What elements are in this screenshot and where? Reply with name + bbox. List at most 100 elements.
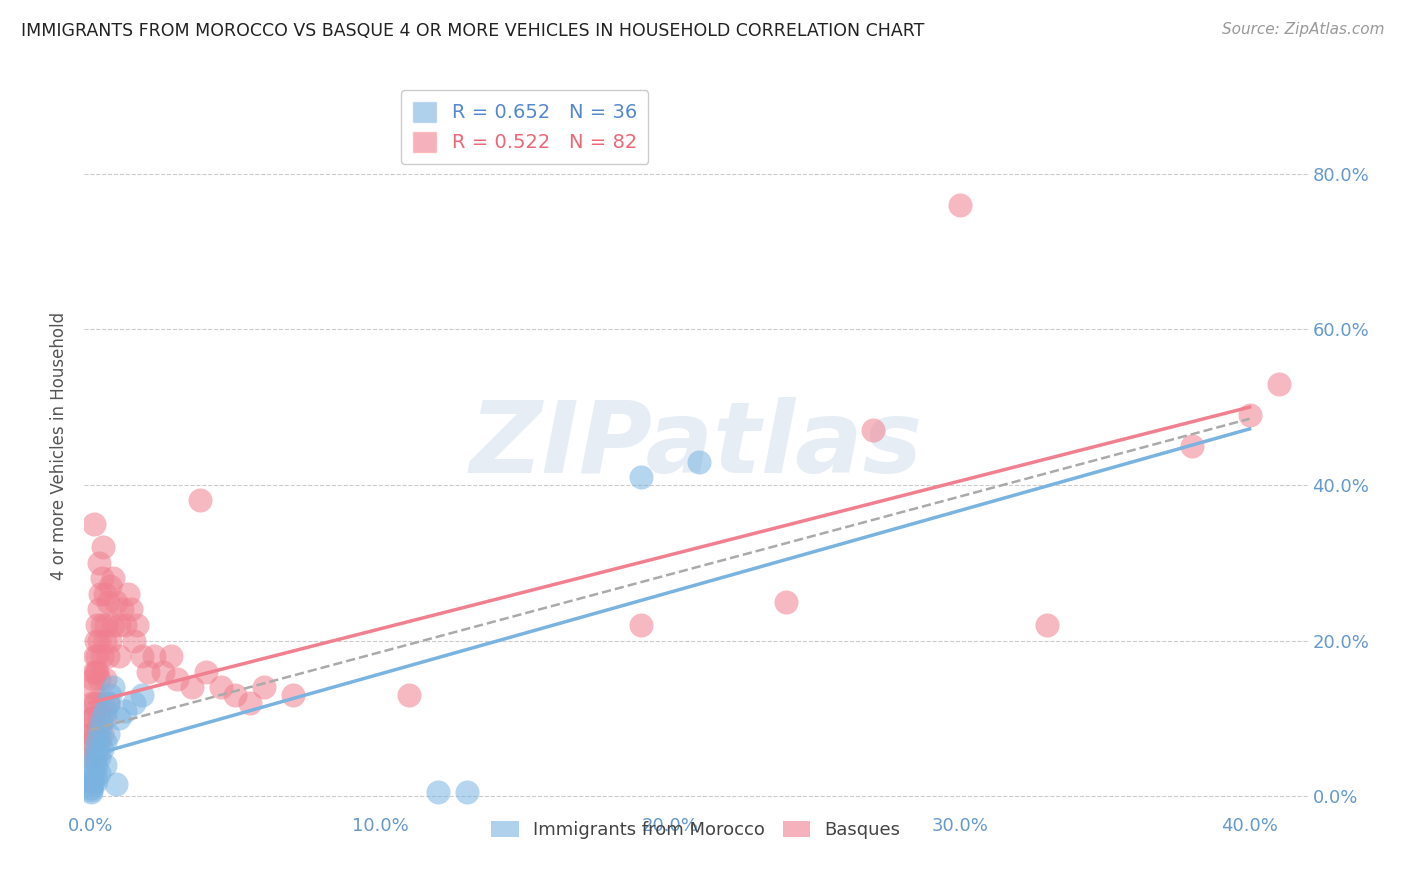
Point: [90, 727, 112, 741]
Point: [82, 734, 104, 748]
Point: [427, 785, 450, 799]
Point: [84, 773, 107, 788]
Text: IMMIGRANTS FROM MOROCCO VS BASQUE 4 OR MORE VEHICLES IN HOUSEHOLD CORRELATION CH: IMMIGRANTS FROM MOROCCO VS BASQUE 4 OR M…: [21, 22, 925, 40]
Point: [142, 649, 165, 664]
Point: [253, 680, 276, 694]
Point: [105, 594, 128, 608]
Point: [131, 649, 153, 664]
Point: [108, 618, 131, 632]
Point: [96, 696, 118, 710]
Point: [96, 727, 118, 741]
Point: [80, 711, 103, 725]
Point: [96, 696, 118, 710]
Point: [87, 711, 110, 725]
Point: [105, 777, 128, 791]
Point: [117, 587, 139, 601]
Point: [100, 579, 122, 593]
Point: [84, 727, 107, 741]
Point: [84, 696, 107, 710]
Point: [86, 618, 108, 632]
Point: [96, 649, 118, 664]
Point: [82, 758, 104, 772]
Point: [82, 765, 104, 780]
Point: [90, 571, 112, 585]
Point: [94, 618, 117, 632]
Point: [90, 742, 112, 756]
Point: [180, 680, 202, 694]
Point: [83, 649, 105, 664]
Point: [949, 198, 972, 212]
Point: [775, 594, 797, 608]
Point: [100, 688, 122, 702]
Point: [87, 727, 110, 741]
Point: [125, 618, 148, 632]
Point: [93, 587, 115, 601]
Point: [82, 673, 104, 687]
Point: [82, 680, 104, 694]
Point: [862, 424, 884, 438]
Point: [93, 711, 115, 725]
Point: [80, 785, 103, 799]
Point: [93, 704, 115, 718]
Point: [90, 711, 112, 725]
Point: [136, 665, 159, 679]
Point: [82, 711, 104, 725]
Point: [83, 727, 105, 741]
Point: [91, 540, 114, 554]
Point: [90, 696, 112, 710]
Legend: Immigrants from Morocco, Basques: Immigrants from Morocco, Basques: [484, 814, 908, 847]
Point: [82, 773, 104, 788]
Point: [84, 758, 107, 772]
Y-axis label: 4 or more Vehicles in Household: 4 or more Vehicles in Household: [51, 312, 69, 580]
Point: [86, 665, 108, 679]
Point: [93, 734, 115, 748]
Point: [103, 618, 125, 632]
Point: [93, 673, 115, 687]
Point: [80, 781, 103, 796]
Point: [96, 594, 118, 608]
Point: [80, 777, 103, 791]
Point: [114, 618, 136, 632]
Point: [80, 783, 103, 797]
Point: [120, 602, 142, 616]
Point: [195, 665, 218, 679]
Point: [87, 633, 110, 648]
Point: [83, 696, 105, 710]
Point: [80, 696, 103, 710]
Point: [80, 773, 103, 788]
Point: [93, 758, 115, 772]
Point: [87, 673, 110, 687]
Point: [688, 454, 710, 468]
Point: [209, 680, 232, 694]
Point: [160, 649, 183, 664]
Point: [100, 633, 122, 648]
Text: ZIPatlas: ZIPatlas: [470, 398, 922, 494]
Point: [111, 602, 134, 616]
Point: [84, 750, 107, 764]
Point: [82, 711, 104, 725]
Point: [166, 673, 188, 687]
Point: [1267, 376, 1289, 391]
Point: [83, 516, 105, 531]
Point: [90, 618, 112, 632]
Point: [89, 719, 111, 733]
Point: [87, 734, 110, 748]
Point: [84, 633, 107, 648]
Point: [83, 750, 105, 764]
Point: [630, 618, 652, 632]
Point: [86, 734, 108, 748]
Point: [131, 688, 153, 702]
Point: [398, 688, 420, 702]
Point: [87, 750, 110, 764]
Point: [122, 633, 145, 648]
Point: [87, 765, 110, 780]
Point: [122, 696, 145, 710]
Point: [84, 742, 107, 756]
Point: [89, 556, 111, 570]
Point: [630, 470, 652, 484]
Point: [281, 688, 304, 702]
Point: [239, 696, 262, 710]
Point: [1181, 439, 1204, 453]
Point: [86, 649, 108, 664]
Point: [114, 704, 136, 718]
